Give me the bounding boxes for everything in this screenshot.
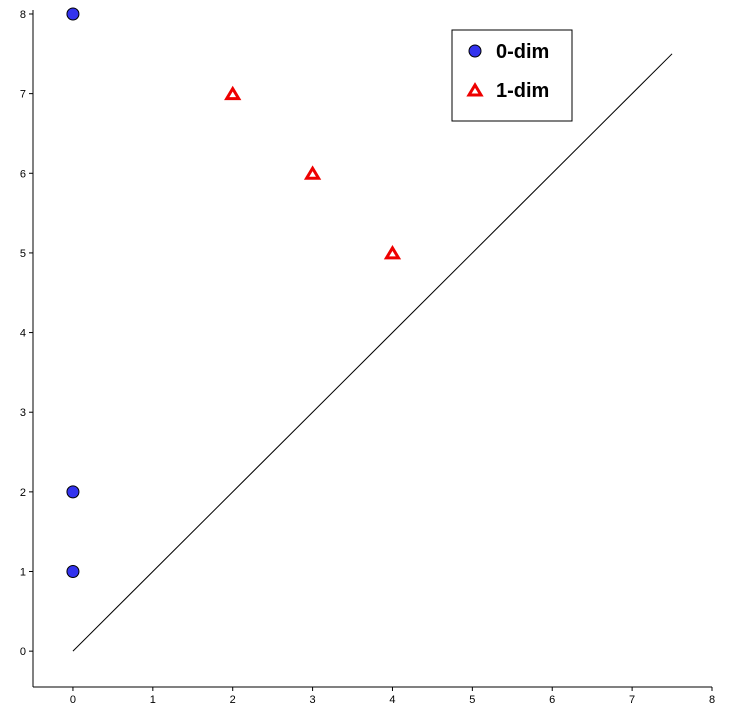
- y-ticks: 0 1 2 3 4 5 6 7 8: [20, 9, 33, 658]
- point-0-dim: [66, 565, 80, 579]
- y-tick-label: 4: [20, 328, 26, 340]
- point-0-dim: [66, 7, 80, 21]
- legend-box: [451, 29, 573, 122]
- point-1-dim: [224, 85, 242, 101]
- y-tick-label: 5: [20, 248, 26, 260]
- x-tick-label: 2: [230, 694, 236, 706]
- point-1-dim: [303, 165, 322, 180]
- y-tick-label: 3: [20, 407, 26, 419]
- point-1-dim: [383, 245, 402, 260]
- y-tick-label: 8: [20, 9, 26, 21]
- legend-label-1-dim: 1-dim: [496, 80, 549, 102]
- legend: 0-dim 1-dim: [451, 29, 573, 122]
- diagonal-line: [72, 53, 673, 652]
- y-tick-label: 7: [20, 89, 26, 101]
- data-points: [66, 7, 402, 579]
- x-tick-label: 0: [70, 694, 76, 706]
- x-tick-label: 8: [709, 694, 715, 706]
- x-tick-label: 6: [549, 694, 555, 706]
- x-tick-label: 7: [629, 694, 635, 706]
- y-tick-label: 1: [20, 567, 26, 579]
- x-tick-label: 1: [150, 694, 156, 706]
- x-tick-label: 4: [389, 694, 395, 706]
- y-tick-label: 0: [20, 646, 26, 658]
- x-tick-label: 3: [310, 694, 316, 706]
- legend-marker-0-dim: [468, 44, 482, 58]
- x-tick-label: 5: [469, 694, 475, 706]
- legend-marker-1-dim: [466, 82, 484, 97]
- x-ticks: 0 1 2 3 4 5 6 7 8: [70, 687, 715, 706]
- point-0-dim: [66, 485, 80, 499]
- legend-label-0-dim: 0-dim: [496, 41, 549, 63]
- y-tick-label: 6: [20, 168, 26, 180]
- y-tick-label: 2: [20, 487, 26, 499]
